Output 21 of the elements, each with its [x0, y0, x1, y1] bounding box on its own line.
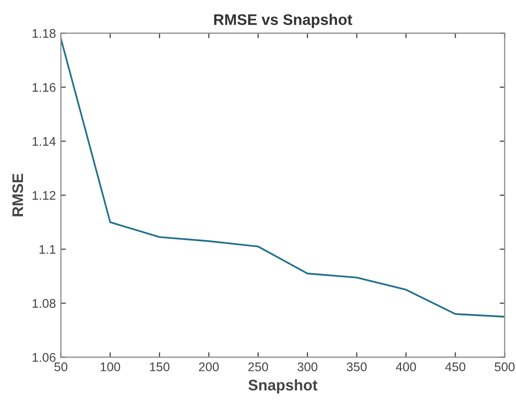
x-tick-label: 50	[54, 362, 68, 372]
x-tick-label: 350	[346, 362, 367, 372]
x-tick-label: 250	[248, 362, 268, 372]
y-tick-label: 1.12	[32, 191, 56, 200]
y-tick-label: 1.14	[32, 137, 56, 146]
y-tick-label: 1.06	[32, 353, 56, 362]
x-tick-label: 400	[396, 362, 416, 372]
y-tick-label: 1.1	[40, 245, 56, 254]
y-tick-label: 1.18	[32, 29, 56, 38]
y-tick-label: 1.08	[32, 299, 56, 308]
x-tick-label: 450	[445, 362, 466, 372]
x-tick-label: 300	[297, 362, 318, 372]
x-axis-title: Snapshot	[248, 379, 318, 394]
x-tick-label: 500	[494, 362, 515, 372]
x-tick-label: 150	[150, 362, 170, 372]
y-tick-label: 1.16	[32, 83, 56, 92]
y-axis-title: RMSE	[12, 174, 24, 216]
line-series	[60, 38, 505, 318]
x-tick-label: 100	[100, 362, 120, 372]
x-tick-label: 200	[199, 362, 219, 372]
chart-title: RMSE vs Snapshot	[214, 14, 352, 28]
